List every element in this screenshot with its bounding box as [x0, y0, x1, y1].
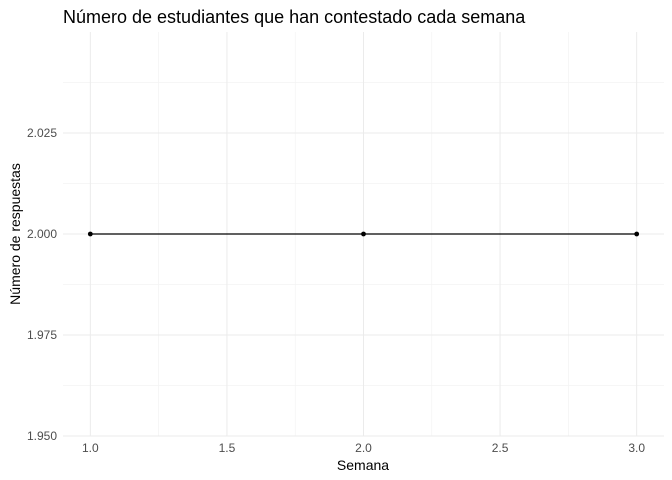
x-axis-title: Semana: [337, 457, 389, 473]
x-tick-label: 1.5: [219, 441, 236, 455]
x-tick-label: 2.5: [492, 441, 509, 455]
x-tick-labels: 1.0 1.5 2.0 2.5 3.0: [82, 441, 645, 455]
data-point: [87, 231, 93, 237]
x-tick-label: 2.0: [355, 441, 372, 455]
y-tick-label: 2.025: [27, 126, 57, 140]
y-tick-label: 2.000: [27, 227, 57, 241]
data-point: [634, 231, 640, 237]
y-tick-label: 1.950: [27, 429, 57, 443]
chart-title: Número de estudiantes que han contestado…: [63, 7, 526, 27]
y-tick-label: 1.975: [27, 328, 57, 342]
data-point: [361, 231, 366, 237]
y-axis-title: Número de respuestas: [7, 163, 23, 305]
data-series: [87, 231, 640, 237]
x-tick-label: 3.0: [628, 441, 645, 455]
x-tick-label: 1.0: [82, 441, 99, 455]
y-tick-labels: 1.950 1.975 2.000 2.025: [27, 126, 57, 443]
